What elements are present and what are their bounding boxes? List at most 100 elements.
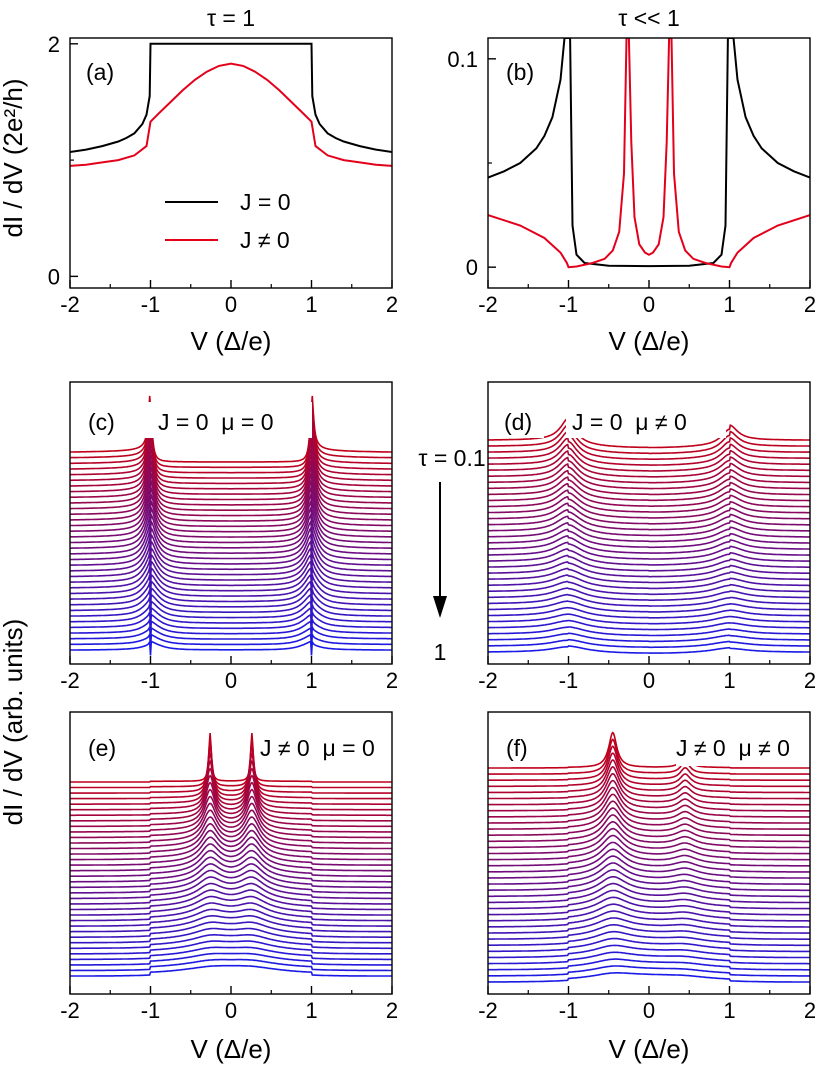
panel-e-curve	[70, 767, 392, 811]
panel-e-curve	[70, 802, 392, 839]
panel-d-curve	[488, 456, 810, 484]
panel-a: -2 -1 0 1 2 0 2 τ = 1 (a) V (Δ/e) J = 0 J ≠ 0	[48, 5, 398, 356]
panel-f-annotation-bg	[676, 730, 804, 766]
panel-c-curve	[70, 502, 392, 549]
panel-f-curve	[488, 800, 810, 830]
panel-d: -2 -1 0 1 2 (d) J = 0 μ ≠ 0	[478, 381, 816, 693]
panel-f-curve	[488, 937, 810, 953]
panel-c-curve	[70, 453, 392, 512]
panel-c-curve	[70, 439, 392, 501]
panel-d-curve	[488, 423, 810, 455]
panel-d-curve	[488, 535, 810, 554]
panel-f-curve	[488, 903, 810, 922]
panel-a-series-jnot0	[70, 62, 392, 167]
panel-e-curve	[70, 946, 392, 961]
panel-c-curve	[70, 559, 392, 592]
panel-e-curves	[70, 732, 392, 977]
panel-f-curve	[488, 834, 810, 861]
panel-a-ytick-label: 0	[48, 264, 60, 289]
panel-b-ytick-label: 0.1	[447, 47, 478, 72]
panel-f-curve	[488, 889, 810, 910]
panel-e-curve	[70, 829, 392, 861]
panel-f-curve	[488, 766, 810, 800]
panel-d-xtick-label: -1	[559, 668, 579, 693]
panel-e-curve	[70, 843, 392, 872]
panel-f-curve	[488, 917, 810, 934]
panel-d-xtick-label: 2	[804, 668, 816, 693]
panel-e-curve	[70, 752, 392, 800]
panel-f-curve	[488, 752, 810, 788]
panel-d-curve	[488, 522, 810, 543]
panel-a-xtick-label: -2	[60, 292, 80, 317]
panel-d-curve	[488, 600, 810, 613]
panel-f-curve	[488, 923, 810, 941]
panel-e-curve	[70, 732, 392, 783]
panel-b-frame	[487, 37, 811, 289]
panel-f-curve	[488, 958, 810, 971]
panel-e-curve	[70, 952, 392, 966]
panel-e-curve	[70, 902, 392, 922]
panel-d-curve	[488, 528, 810, 549]
panel-d-ticks: -2 -1 0 1 2	[478, 656, 816, 693]
panel-d-curve	[488, 574, 810, 590]
panel-b-xtick-label: -1	[559, 292, 579, 317]
panel-d-curve	[488, 580, 810, 596]
panel-f-curve	[488, 965, 810, 977]
panel-e-annotation: J ≠ 0 μ = 0	[260, 735, 375, 761]
panel-e-curve	[70, 849, 392, 878]
panel-f-curve	[488, 814, 810, 843]
panel-c-curve	[70, 495, 392, 544]
panel-e-curve	[70, 816, 392, 850]
panel-f-curve	[488, 738, 810, 775]
panel-e-label-bg	[84, 730, 128, 766]
panel-c-curve	[70, 401, 392, 469]
panel-d-xtick-label: 0	[643, 668, 655, 693]
panel-f-annotation: J ≠ 0 μ ≠ 0	[676, 735, 790, 761]
panel-f-xtick-label: 2	[804, 998, 816, 1023]
panel-f-ticks: -2 -1 0 1 2	[478, 986, 816, 1023]
panel-c-curve	[70, 481, 392, 533]
panel-a-xtick-label: 2	[386, 292, 398, 317]
panel-f-curve	[488, 910, 810, 928]
tau-arrow-head	[433, 596, 447, 618]
panel-a-xtick-label: -1	[141, 292, 161, 317]
panel-e-xtick-label: -2	[60, 998, 80, 1023]
panel-b-ytick-label: 0	[466, 255, 478, 280]
panel-d-annotation: J = 0 μ ≠ 0	[572, 409, 687, 435]
panel-c-curve	[70, 581, 392, 608]
panel-b-xtick-label: 2	[804, 292, 816, 317]
panel-f-curve	[488, 772, 810, 806]
panel-c-curve	[70, 604, 392, 624]
panel-f-curve	[488, 875, 810, 898]
panel-b-curves	[488, 38, 810, 269]
panel-c-curve	[70, 488, 392, 538]
panel-e-curve	[70, 740, 392, 789]
panel-d-curve	[488, 469, 810, 496]
panel-e-curve	[70, 836, 392, 866]
panel-c-ticks: -2 -1 0 1 2	[60, 656, 398, 693]
panel-f-curve	[488, 807, 810, 837]
panel-c-curve	[70, 407, 392, 474]
panel-e-curve	[70, 895, 392, 916]
panel-f-curve	[488, 779, 810, 812]
panel-a-xlabel: V (Δ/e)	[191, 326, 272, 356]
panel-e-curve	[70, 882, 392, 905]
panel-a-series-j0	[70, 42, 392, 153]
panel-f-curve	[488, 855, 810, 879]
panel-c-xtick-label: 0	[225, 668, 237, 693]
panel-a-title: τ = 1	[207, 5, 255, 31]
panel-d-curve	[488, 638, 810, 649]
panel-c-curve	[70, 530, 392, 571]
shared-ylabel-top: dI / dV (2e²/h)	[0, 79, 28, 238]
panel-f-curve	[488, 820, 810, 849]
panel-f: -2 -1 0 1 2 (f) J ≠ 0 μ ≠ 0 V (Δ/e)	[478, 711, 816, 1064]
panel-d-curve	[488, 541, 810, 560]
panel-a-ticks: -2 -1 0 1 2 0 2	[48, 32, 398, 317]
panel-d-curve	[488, 561, 810, 578]
panel-f-xlabel: V (Δ/e)	[609, 1034, 690, 1064]
panel-b-series-jnot0	[488, 38, 810, 269]
panel-e-curve	[70, 759, 392, 806]
panel-d-curve	[488, 515, 810, 537]
panel-b-xlabel: V (Δ/e)	[609, 326, 690, 356]
